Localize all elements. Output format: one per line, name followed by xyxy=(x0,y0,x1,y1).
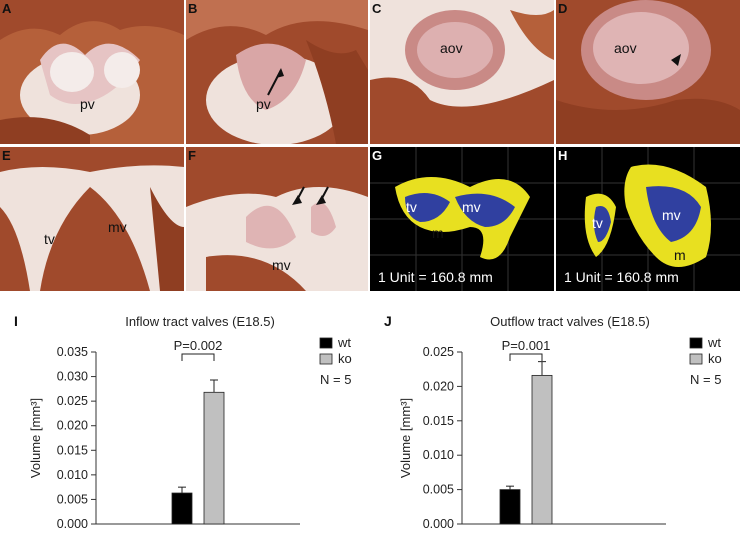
panel-e: E tv mv xyxy=(0,147,184,291)
chart-title: Outflow tract valves (E18.5) xyxy=(490,314,650,329)
significance-bracket xyxy=(509,353,543,361)
panel-b: B pv xyxy=(186,0,368,144)
annotation-mv-e: mv xyxy=(108,219,127,235)
legend-label-ko: ko xyxy=(338,351,352,366)
scale-text-h: 1 Unit = 160.8 mm xyxy=(564,269,679,285)
y-tick-label: 0.005 xyxy=(423,483,454,497)
chart-j: J Outflow tract valves (E18.5) Volume [mm³… xyxy=(370,300,740,531)
panel-label-f: F xyxy=(188,148,196,163)
annotation-tv-g: tv xyxy=(406,199,417,215)
y-tick-label: 0.010 xyxy=(423,448,454,462)
bar-ko xyxy=(531,374,553,525)
arrow-icon-pair xyxy=(292,186,329,205)
histology-image-d xyxy=(556,0,740,144)
annotation-m-h: m xyxy=(674,247,686,263)
arrowhead-icon xyxy=(671,54,681,66)
legend-label-ko: ko xyxy=(708,351,722,366)
annotation-pv-a: pv xyxy=(80,96,95,112)
annotation-mv-g: mv xyxy=(462,199,481,215)
histology-image-b xyxy=(186,0,368,144)
chart-i: I Inflow tract valves (E18.5) Volume [mm³]… xyxy=(0,300,370,531)
y-tick-label: 0.025 xyxy=(57,394,88,408)
panel-label-b: B xyxy=(188,1,198,16)
y-tick-label: 0.000 xyxy=(423,517,454,530)
y-tick-label: 0.035 xyxy=(57,345,88,359)
panel-label-i: I xyxy=(14,313,18,329)
panel-g: G tv mv m 1 Unit = 160.8 mm xyxy=(370,147,554,291)
legend-label-wt: wt xyxy=(337,335,351,350)
bar-wt xyxy=(171,492,193,525)
y-tick-label: 0.025 xyxy=(423,345,454,359)
chart-title: Inflow tract valves (E18.5) xyxy=(125,314,275,329)
panel-c: C aov xyxy=(370,0,554,144)
y-tick-label: 0.010 xyxy=(57,468,88,482)
legend-swatch-wt xyxy=(689,337,703,349)
histology-image-a xyxy=(0,0,184,144)
panel-label-j: J xyxy=(384,313,392,329)
annotation-mv-h: mv xyxy=(662,207,681,223)
y-tick-label: 0.000 xyxy=(57,517,88,530)
annotation-mv-f: mv xyxy=(272,257,291,273)
annotation-pv-b: pv xyxy=(256,96,271,112)
bar-wt xyxy=(499,489,521,525)
sample-size-label: N = 5 xyxy=(320,372,351,387)
histology-image-f xyxy=(186,147,368,291)
annotation-tv-h: tv xyxy=(592,215,603,231)
panel-h: H tv mv m 1 Unit = 160.8 mm xyxy=(556,147,740,291)
y-tick-label: 0.015 xyxy=(57,443,88,457)
annotation-aov-c: aov xyxy=(440,40,463,56)
panel-label-g: G xyxy=(372,148,383,163)
panel-a: A pv xyxy=(0,0,184,144)
y-axis-label: Volume [mm³] xyxy=(28,398,43,478)
legend-swatch-ko xyxy=(319,353,333,365)
arrow-icon xyxy=(267,68,284,96)
sample-size-label: N = 5 xyxy=(690,372,721,387)
y-tick-label: 0.020 xyxy=(57,419,88,433)
chart-j-svg: J Outflow tract valves (E18.5) Volume [mm³… xyxy=(384,313,722,531)
panel-label-h: H xyxy=(558,148,568,163)
y-tick-label: 0.015 xyxy=(423,414,454,428)
histology-image-c xyxy=(370,0,554,144)
bar-ko xyxy=(203,391,225,525)
legend-swatch-wt xyxy=(319,337,333,349)
y-tick-label: 0.020 xyxy=(423,379,454,393)
scale-text-g: 1 Unit = 160.8 mm xyxy=(378,269,493,285)
legend-swatch-ko xyxy=(689,353,703,365)
render-image-h xyxy=(556,147,740,291)
panel-label-c: C xyxy=(372,1,382,16)
chart-i-svg: I Inflow tract valves (E18.5) Volume [mm³]… xyxy=(14,313,352,531)
panel-d: D aov xyxy=(556,0,740,144)
y-axis-label: Volume [mm³] xyxy=(398,398,413,478)
p-value-label: P=0.001 xyxy=(502,338,551,353)
significance-bracket xyxy=(181,353,215,361)
legend-label-wt: wt xyxy=(707,335,721,350)
annotation-aov-d: aov xyxy=(614,40,637,56)
histology-image-e xyxy=(0,147,184,291)
annotation-m-g: m xyxy=(432,225,444,241)
panel-label-a: A xyxy=(2,1,12,16)
panel-f: F mv xyxy=(186,147,368,291)
p-value-label: P=0.002 xyxy=(174,338,223,353)
y-tick-label: 0.030 xyxy=(57,370,88,384)
panel-label-e: E xyxy=(2,148,11,163)
render-image-g xyxy=(370,147,554,291)
y-tick-label: 0.005 xyxy=(57,492,88,506)
panel-label-d: D xyxy=(558,1,568,16)
annotation-tv-e: tv xyxy=(44,231,55,247)
